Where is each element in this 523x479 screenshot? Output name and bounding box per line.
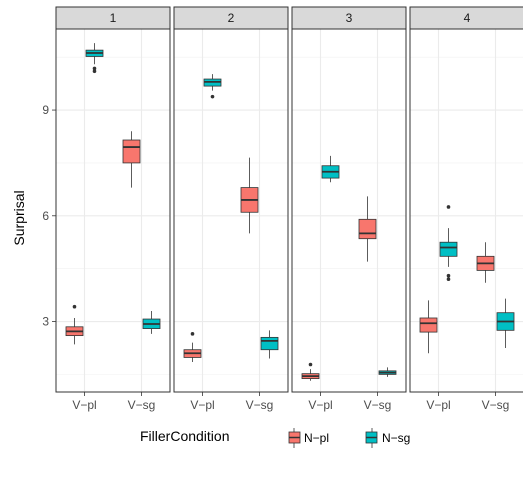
legend-item-npl: N−pl <box>288 428 329 448</box>
box-npl <box>183 332 202 363</box>
panel-strip-label: 4 <box>464 11 471 25</box>
legend-key-npl <box>288 428 301 448</box>
outlier-point <box>190 332 195 336</box>
box-nsg <box>439 205 458 282</box>
x-tick-label: V−pl <box>308 398 332 412</box>
x-tick-label: V−pl <box>426 398 450 412</box>
x-tick-label: V−sg <box>482 398 510 412</box>
x-tick-label: V−pl <box>190 398 214 412</box>
outlier-point <box>446 205 451 209</box>
panel-border <box>409 28 523 393</box>
x-tick-label: V−sg <box>128 398 156 412</box>
box-nsg <box>496 298 515 348</box>
panel-border <box>173 28 289 393</box>
box-npl <box>476 242 495 283</box>
box-body <box>122 139 141 164</box>
box-body <box>419 317 438 333</box>
outlier-point <box>92 69 97 74</box>
outlier-point <box>308 362 313 367</box>
panel-3: 3 V−pl V−sg <box>291 6 407 412</box>
panel-1: 1 V−pl V−sg <box>55 6 171 412</box>
y-tick-label: 6 <box>42 209 49 223</box>
legend-key-nsg <box>365 428 378 448</box>
x-tick-label: V−sg <box>364 398 392 412</box>
box-npl <box>358 196 377 262</box>
x-tick-label: V−sg <box>246 398 274 412</box>
panel-background <box>174 29 288 392</box>
panels: 3 6 9 1 V−pl V−sg 2 V−pl V−sg 3 V−pl V−sg 4 V−pl V−sg <box>42 6 523 412</box>
outlier-point <box>72 304 77 309</box>
panel-background <box>292 29 406 392</box>
outlier-point <box>446 273 451 278</box>
legend-title: FillerCondition <box>140 428 229 444</box>
panel-strip-label: 3 <box>346 11 353 25</box>
box-body <box>260 336 279 351</box>
box-npl <box>419 300 438 354</box>
box-nsg <box>260 330 279 359</box>
box-npl <box>65 304 84 345</box>
panel-border <box>55 28 171 393</box>
legend-item-nsg: N−sg <box>365 428 410 448</box>
panel-border <box>291 28 407 393</box>
box-nsg <box>85 43 104 74</box>
box-nsg <box>378 367 397 377</box>
y-tick-label: 9 <box>42 103 49 117</box>
x-tick-label: V−pl <box>72 398 96 412</box>
panel-strip-label: 1 <box>110 11 117 25</box>
box-nsg <box>321 155 340 183</box>
panel-4: 4 V−pl V−sg <box>409 6 523 412</box>
panel-strip-label: 2 <box>228 11 235 25</box>
outlier-point <box>92 66 97 71</box>
outlier-point <box>210 94 215 99</box>
box-nsg <box>203 74 222 99</box>
box-body <box>439 241 458 257</box>
y-tick-label: 3 <box>42 315 49 329</box>
panel-background <box>410 29 523 392</box>
panel-background <box>56 29 170 392</box>
box-nsg <box>142 310 161 334</box>
legend: FillerCondition N−pl N−sg <box>140 428 410 448</box>
y-axis-title: Surprisal <box>11 190 27 245</box>
panel-2: 2 V−pl V−sg <box>173 6 289 412</box>
outlier-point <box>446 277 451 282</box>
box-npl <box>122 131 141 188</box>
box-npl <box>301 362 320 381</box>
legend-label-npl: N−pl <box>304 431 329 445</box>
box-npl <box>240 157 259 234</box>
box-body <box>358 218 377 240</box>
legend-label-nsg: N−sg <box>382 431 410 445</box>
